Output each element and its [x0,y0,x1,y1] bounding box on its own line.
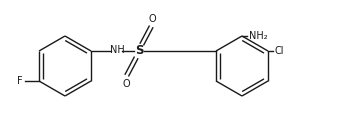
Text: S: S [135,44,143,58]
Text: Cl: Cl [275,46,285,56]
Text: NH: NH [109,45,124,55]
Text: F: F [17,76,23,86]
Text: NH₂: NH₂ [249,31,268,41]
Text: O: O [148,14,156,24]
Text: O: O [122,79,130,89]
